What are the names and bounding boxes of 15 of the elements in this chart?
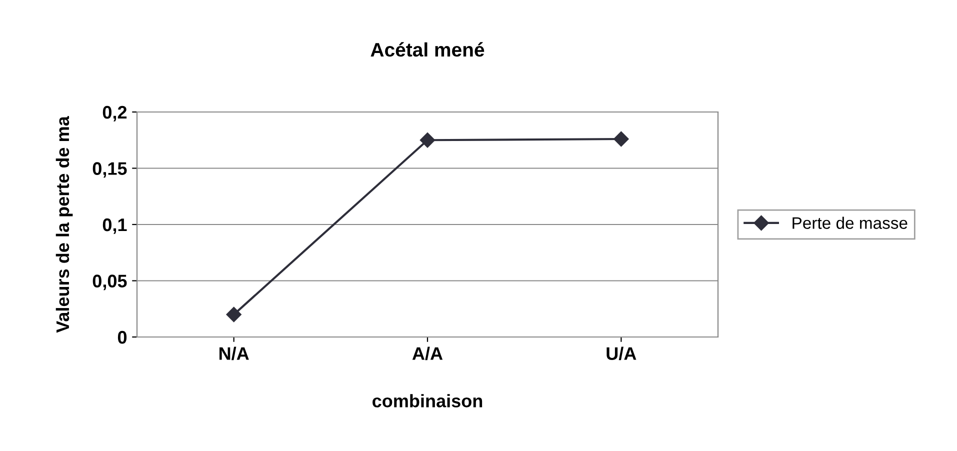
- legend-label: Perte de masse: [792, 216, 908, 229]
- x-axis-title: combinaison: [372, 394, 482, 408]
- point: [420, 132, 436, 148]
- x-tick-label: N/A: [219, 346, 249, 360]
- y-tick-label: 0,05: [92, 274, 127, 290]
- y-tick-label: 0,1: [102, 218, 127, 234]
- x-tick-label: A/A: [412, 346, 443, 360]
- chart-title: Acétal mené: [370, 42, 484, 57]
- y-tick-label: 0,2: [102, 106, 127, 122]
- y-tick-label: 0,15: [92, 162, 127, 178]
- point: [226, 306, 242, 322]
- y-tick-label: 0: [118, 330, 127, 344]
- point: [614, 131, 629, 147]
- y-axis-title: Valeurs de la perte de ma: [56, 116, 73, 333]
- x-tick-label: U/A: [606, 346, 636, 360]
